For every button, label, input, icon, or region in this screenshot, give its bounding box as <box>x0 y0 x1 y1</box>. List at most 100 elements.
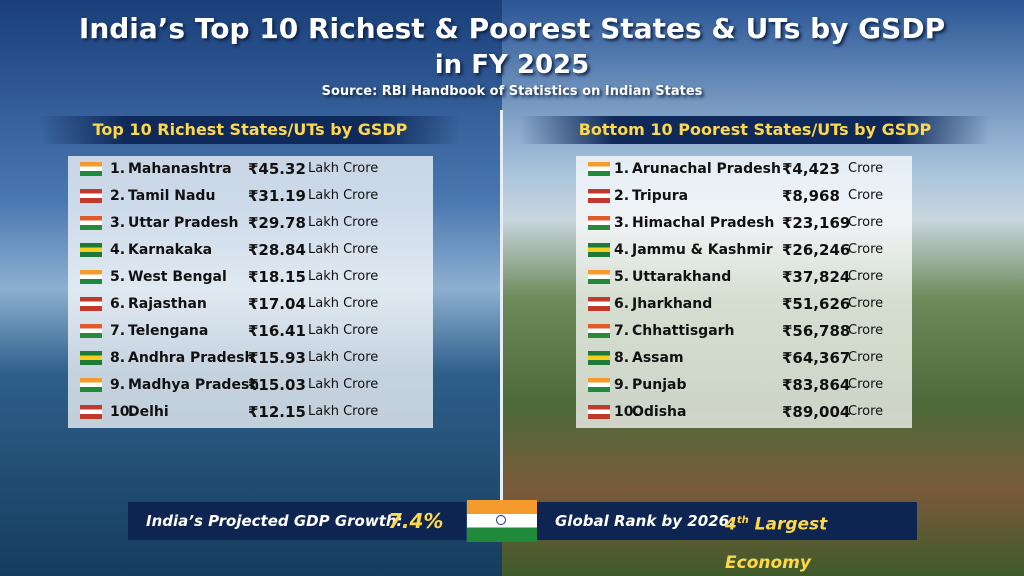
state-flag <box>80 162 102 176</box>
gsdp-unit: Crore <box>848 350 884 365</box>
rank-text: Largest Economy <box>725 514 828 573</box>
table-row: 2. Tamil Nadu ₹31.19 Lakh Crore <box>68 183 433 209</box>
gsdp-unit: Lakh Crore <box>308 350 379 365</box>
table-row: 10. Delhi ₹12.15 Lakh Crore <box>68 399 433 425</box>
state-flag <box>588 324 610 338</box>
rank-value: 4th Largest Economy <box>725 502 917 576</box>
gsdp-amount: ₹45.32 <box>248 160 306 178</box>
gsdp-amount: ₹83,864 <box>782 376 851 394</box>
gsdp-unit: Crore <box>848 269 884 284</box>
gsdp-unit: Crore <box>848 161 884 176</box>
rank: 9. <box>110 377 126 393</box>
gsdp-amount: ₹51,626 <box>782 295 851 313</box>
rank-suffix: th <box>736 515 749 526</box>
state-name: Mahanashtra <box>128 161 232 177</box>
gsdp-amount: ₹15.03 <box>248 376 306 394</box>
rank: 4. <box>110 242 126 258</box>
rank: 10. <box>110 404 135 420</box>
poorest-table: 1. Arunachal Pradesh ₹4,423 Crore 2. Tripura ₹… <box>576 156 912 428</box>
state-flag <box>80 189 102 203</box>
gsdp-amount: ₹18.15 <box>248 268 306 286</box>
rank: 2. <box>110 188 126 204</box>
gsdp-amount: ₹4,423 <box>782 160 840 178</box>
rank: 5. <box>614 269 630 285</box>
table-row: 9. Punjab ₹83,864 Crore <box>576 372 912 398</box>
table-row: 2. Tripura ₹8,968 Crore <box>576 183 912 209</box>
gsdp-unit: Crore <box>848 323 884 338</box>
rank: 3. <box>614 215 630 231</box>
gsdp-amount: ₹8,968 <box>782 187 840 205</box>
gsdp-unit: Lakh Crore <box>308 323 379 338</box>
gsdp-unit: Lakh Crore <box>308 188 379 203</box>
gsdp-amount: ₹15.93 <box>248 349 306 367</box>
gsdp-amount: ₹37,824 <box>782 268 851 286</box>
gsdp-unit: Lakh Crore <box>308 269 379 284</box>
state-flag <box>80 351 102 365</box>
state-flag <box>588 405 610 419</box>
gsdp-amount: ₹26,246 <box>782 241 851 259</box>
table-row: 3. Himachal Pradesh ₹23,169 Crore <box>576 210 912 236</box>
gsdp-amount: ₹56,788 <box>782 322 851 340</box>
rank-label: Global Rank by 2026: <box>555 512 736 530</box>
table-row: 6. Jharkhand ₹51,626 Crore <box>576 291 912 317</box>
state-flag <box>80 324 102 338</box>
gsdp-amount: ₹28.84 <box>248 241 306 259</box>
section-heading: Bottom 10 Poorest States/UTs by GSDP <box>520 116 990 144</box>
state-flag <box>588 270 610 284</box>
gsdp-unit: Crore <box>848 215 884 230</box>
state-name: Odisha <box>632 404 687 420</box>
rank: 8. <box>110 350 126 366</box>
gsdp-unit: Lakh Crore <box>308 404 379 419</box>
table-row: 8. Assam ₹64,367 Crore <box>576 345 912 371</box>
state-flag <box>588 297 610 311</box>
state-name: Tamil Nadu <box>128 188 216 204</box>
rank: 5. <box>110 269 126 285</box>
state-name: Jammu & Kashmir <box>632 242 773 258</box>
growth-value: 7.4% <box>388 509 444 533</box>
state-name: Arunachal Pradesh <box>632 161 781 177</box>
rank: 7. <box>614 323 630 339</box>
table-row: 1. Arunachal Pradesh ₹4,423 Crore <box>576 156 912 182</box>
table-row: 10. Odisha ₹89,004 Crore <box>576 399 912 425</box>
state-name: Andhra Pradesh <box>128 350 255 366</box>
table-row: 5. Uttarakhand ₹37,824 Crore <box>576 264 912 290</box>
source: Source: RBI Handbook of Statistics on In… <box>321 84 703 99</box>
state-name: Uttarakhand <box>632 269 732 285</box>
rank: 6. <box>110 296 126 312</box>
state-flag <box>80 297 102 311</box>
state-flag <box>80 216 102 230</box>
rank: 6. <box>614 296 630 312</box>
gsdp-unit: Lakh Crore <box>308 377 379 392</box>
gsdp-unit: Crore <box>848 188 884 203</box>
gsdp-amount: ₹17.04 <box>248 295 306 313</box>
state-name: Madhya Pradesh <box>128 377 260 393</box>
state-flag <box>588 351 610 365</box>
gsdp-unit: Lakh Crore <box>308 242 379 257</box>
state-name: Uttar Pradesh <box>128 215 239 231</box>
table-row: 1. Mahanashtra ₹45.32 Lakh Crore <box>68 156 433 182</box>
state-name: Rajasthan <box>128 296 207 312</box>
table-row: 7. Telengana ₹16.41 Lakh Crore <box>68 318 433 344</box>
state-flag <box>80 243 102 257</box>
rank: 4. <box>614 242 630 258</box>
richest-table: 1. Mahanashtra ₹45.32 Lakh Crore 2. Tamil Nad… <box>68 156 433 428</box>
title: in FY 2025 <box>434 50 590 80</box>
gsdp-unit: Lakh Crore <box>308 296 379 311</box>
state-flag <box>588 378 610 392</box>
title: India’s Top 10 Richest & Poorest States … <box>78 12 946 45</box>
state-name: West Bengal <box>128 269 227 285</box>
table-row: 8. Andhra Pradesh ₹15.93 Lakh Crore <box>68 345 433 371</box>
table-row: 6. Rajasthan ₹17.04 Lakh Crore <box>68 291 433 317</box>
state-name: Chhattisgarh <box>632 323 735 339</box>
state-name: Jharkhand <box>632 296 713 312</box>
state-name: Tripura <box>632 188 689 204</box>
gsdp-amount: ₹31.19 <box>248 187 306 205</box>
rank: 2. <box>614 188 630 204</box>
growth-label: India’s Projected GDP Growth: <box>146 512 403 530</box>
rank: 10. <box>614 404 639 420</box>
rank-number: 4 <box>725 514 737 535</box>
divider <box>500 110 503 500</box>
india-flag <box>467 500 537 542</box>
gsdp-amount: ₹16.41 <box>248 322 306 340</box>
